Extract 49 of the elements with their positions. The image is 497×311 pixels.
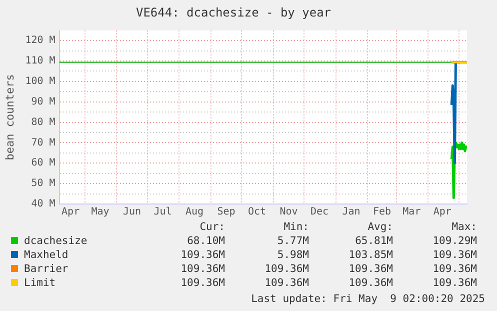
text: 5.98M	[276, 248, 310, 262]
y-tick-label: 90 M	[31, 96, 56, 108]
chart-title: VE644: dcachesize - by year	[136, 5, 332, 20]
x-tick-label: Dec	[310, 206, 329, 218]
y-tick-label: 70 M	[31, 137, 56, 148]
y-tick-label: 120 M	[25, 35, 56, 46]
y-tick-label: 60 M	[31, 158, 56, 169]
x-tick-label: Sep	[217, 206, 236, 218]
text: 68.10M	[186, 234, 226, 248]
text: 109.29M	[432, 234, 478, 248]
y-tick-label: 50 M	[31, 178, 56, 190]
text: 109.36M	[432, 276, 478, 290]
x-tick-label: Aug	[185, 206, 204, 218]
text: 109.36M	[180, 262, 226, 276]
text: 109.36M	[348, 276, 394, 290]
text: Avg:	[366, 220, 394, 234]
text: 109.36M	[264, 276, 310, 290]
x-tick-label: Nov	[280, 206, 298, 218]
y-axis-title: bean counters	[3, 74, 16, 160]
text: 109.36M	[432, 248, 478, 262]
y-tick-label: 100 M	[25, 76, 56, 88]
text: 103.85M	[348, 248, 394, 262]
x-tick-label: Apr	[62, 206, 80, 218]
legend-label: Limit	[23, 276, 57, 290]
x-tick-label: Mar	[402, 206, 421, 218]
x-tick-label: Apr	[433, 206, 452, 218]
x-tick-label: Oct	[248, 206, 266, 218]
text: 109.36M	[180, 248, 226, 262]
y-tick-label: 110 M	[25, 56, 56, 67]
legend-label: dcachesize	[23, 234, 88, 248]
legend-label: Maxheld	[23, 248, 70, 262]
text: 5.77M	[276, 234, 310, 248]
text: 109.36M	[348, 262, 394, 276]
x-tick-label: Feb	[372, 206, 392, 218]
x-tick-label: Jun	[123, 206, 142, 218]
x-tick-label: Jul	[154, 206, 172, 218]
text: 109.36M	[264, 262, 310, 276]
y-tick-label: 40 M	[31, 198, 56, 210]
text: Last update: Fri May 9 02:00:20 2025	[251, 293, 485, 305]
text: Min:	[282, 220, 310, 234]
y-tick-label: 80 M	[31, 116, 56, 128]
legend-label: Barrier	[23, 262, 70, 276]
text: 109.36M	[432, 262, 478, 276]
text: Max:	[450, 220, 478, 234]
text: 109.36M	[180, 276, 226, 290]
x-tick-label: Jan	[342, 206, 360, 218]
x-tick-label: May	[91, 206, 110, 218]
text: Cur:	[198, 220, 226, 234]
text: 65.81M	[354, 234, 394, 248]
